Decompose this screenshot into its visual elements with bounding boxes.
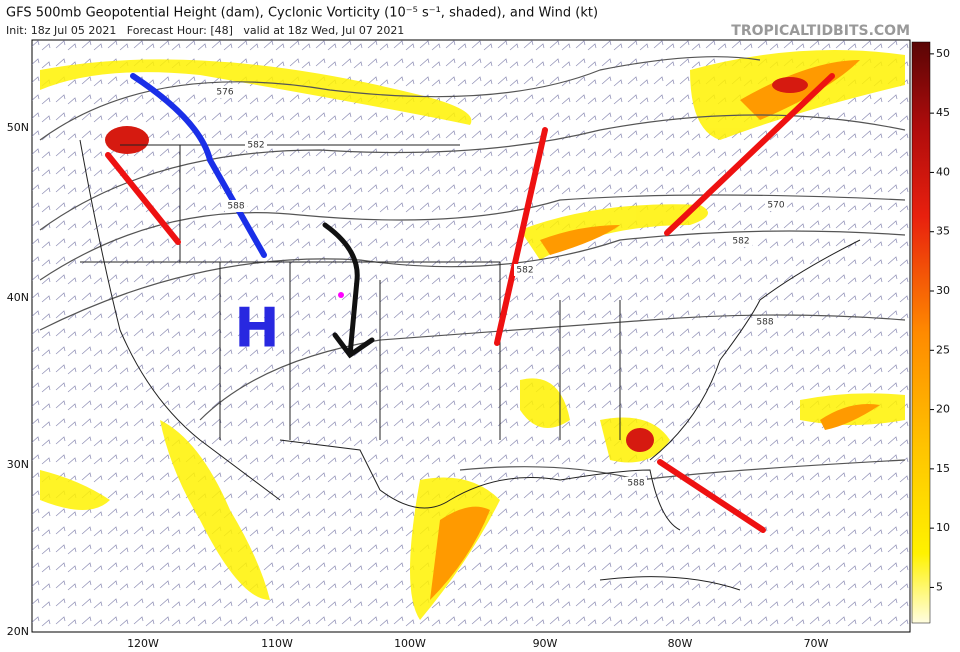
colorbar-label: 30 [936, 284, 950, 297]
colorbar-label: 45 [936, 106, 950, 119]
colorbar-label: 35 [936, 225, 950, 238]
contour-label-bg [214, 86, 236, 98]
subtitle: Init: 18z Jul 05 2021 Forecast Hour: [48… [6, 24, 404, 37]
contour-label-bg [514, 264, 536, 276]
title: GFS 500mb Geopotential Height (dam), Cyc… [6, 6, 598, 21]
colorbar-label: 20 [936, 403, 950, 416]
contour-label-bg [245, 139, 267, 151]
colorbar-label: 5 [936, 580, 943, 593]
lon-label: 90W [533, 637, 558, 650]
lon-label: 110W [261, 637, 293, 650]
source: TROPICALTIDBITS.COM [731, 23, 910, 39]
contour-label: 588 [756, 318, 773, 328]
colorbar-label: 25 [936, 343, 950, 356]
lon-label: 80W [668, 637, 693, 650]
colorbar-label: 10 [936, 521, 950, 534]
lat-label: 20N [7, 625, 29, 638]
contour-label: 588 [227, 202, 244, 212]
contour-label-bg [730, 235, 752, 247]
contour-label: 588 [627, 479, 644, 489]
lat-label: 50N [7, 121, 29, 134]
lon-label: 70W [804, 637, 829, 650]
colorbar [911, 41, 931, 624]
contour-label: 582 [516, 266, 533, 276]
contour-label-bg [765, 199, 787, 211]
contour-label: 570 [767, 201, 784, 211]
contour-label-bg [625, 477, 647, 489]
contour-label: 582 [732, 237, 749, 247]
colorbar-label: 15 [936, 462, 950, 475]
lat-label: 30N [7, 458, 29, 471]
high-label: H [234, 297, 279, 360]
lon-label: 120W [127, 637, 159, 650]
contour-label: 576 [216, 88, 233, 98]
contour-label-bg [754, 316, 776, 328]
contour-label: 582 [247, 141, 264, 151]
colorbar-label: 40 [936, 165, 950, 178]
colorbar-label: 50 [936, 47, 950, 60]
contour-label-bg [225, 200, 247, 212]
lat-label: 40N [7, 291, 29, 304]
lon-label: 100W [394, 637, 426, 650]
map-area: H [31, 39, 911, 633]
